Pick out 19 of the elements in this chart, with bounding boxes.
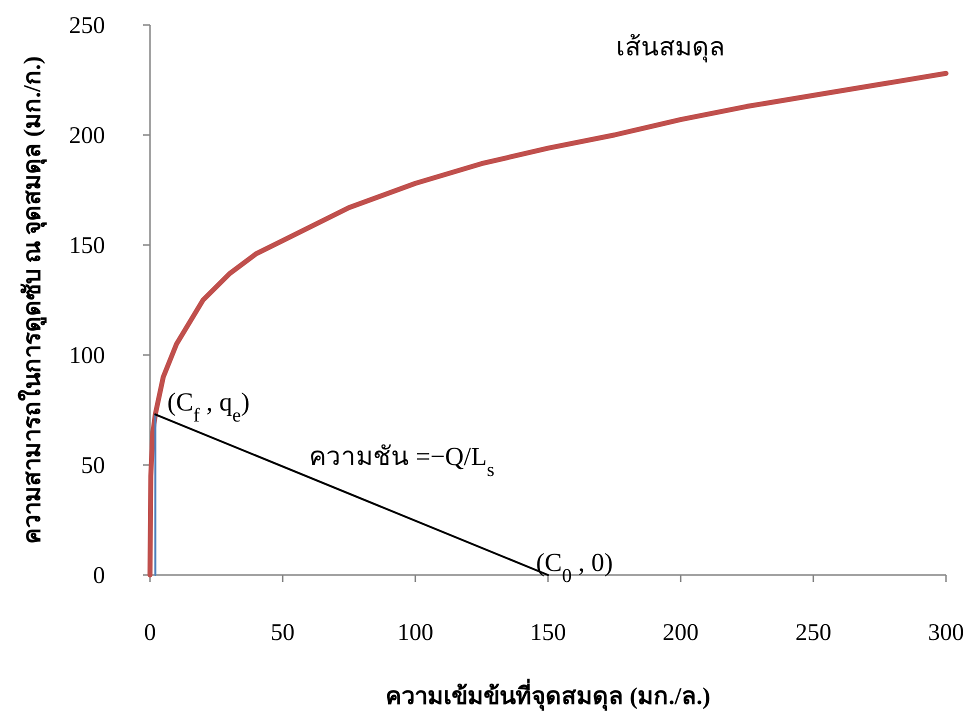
x-tick-label: 200	[662, 620, 699, 646]
x-tick-label: 100	[397, 620, 434, 646]
annotation: (C$_{f}$ , q$_{e}$)	[167, 387, 250, 426]
annotation: ความชัน =−Q/L$_{s}$	[309, 442, 495, 480]
x-tick-label: 300	[928, 620, 964, 646]
annotation: (C$_{0}$ , 0)	[536, 548, 613, 586]
x-tick-label: 50	[270, 620, 295, 646]
series-label: เส้นสมดุล	[616, 32, 725, 62]
y-tick-label: 150	[69, 233, 105, 259]
x-tick-label: 0	[144, 620, 156, 646]
y-tick-label: 50	[81, 453, 105, 479]
y-tick-label: 100	[69, 343, 105, 369]
y-tick-label: 200	[69, 123, 105, 149]
y-tick-label: 0	[93, 563, 105, 589]
y-axis-title: ความสามารถในการดูดซับ ณ จุดสมดุล (มก./ก.)	[17, 56, 48, 544]
x-axis-title: ความเข้มข้นที่จุดสมดุล (มก./ล.)	[386, 678, 710, 712]
x-tick-label: 150	[530, 620, 566, 646]
x-tick-label: 250	[795, 620, 832, 646]
y-tick-label: 250	[69, 13, 105, 39]
